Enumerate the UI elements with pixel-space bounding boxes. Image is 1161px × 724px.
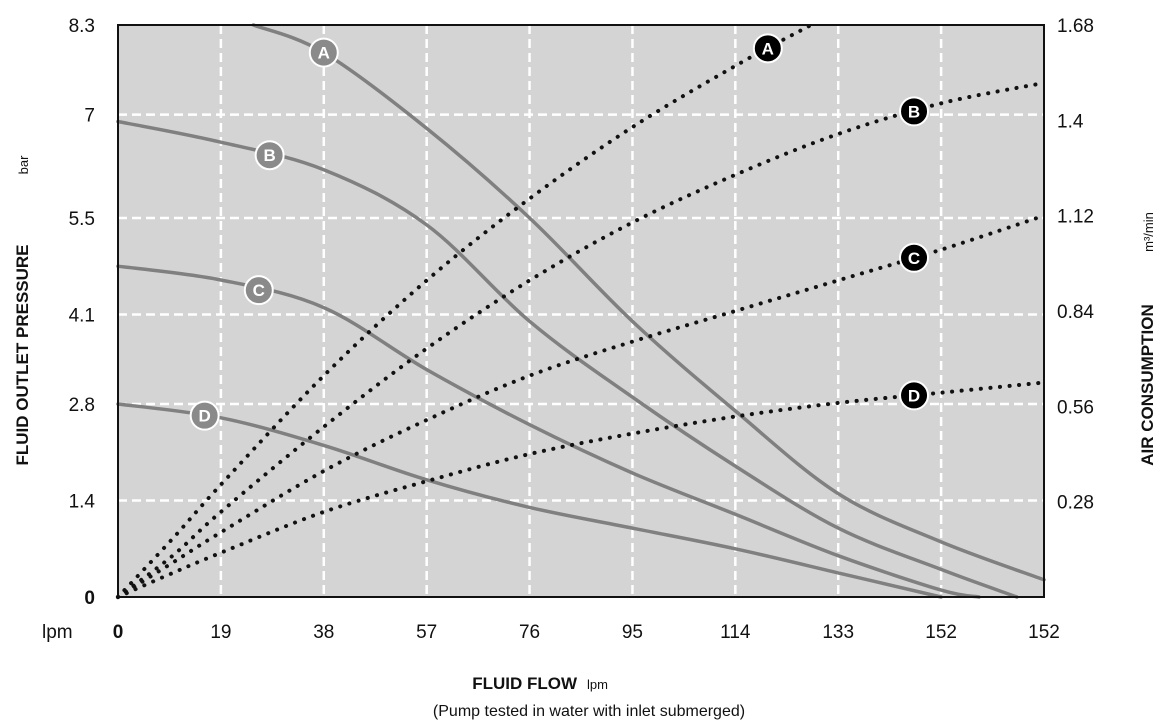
- svg-text:D: D: [908, 386, 920, 405]
- series-markers: A B C D A B C D: [189, 33, 930, 431]
- x-axis-unit-left-label: lpm: [42, 622, 73, 643]
- pressure-marker-d: D: [189, 400, 220, 431]
- x-tick-label: 38: [313, 622, 334, 643]
- left-tick-label: 0: [84, 588, 95, 609]
- left-tick-label: 7: [84, 106, 95, 127]
- air-marker-c: C: [899, 242, 930, 273]
- x-tick-label: 133: [822, 622, 854, 643]
- pressure-marker-b: B: [254, 140, 285, 171]
- x-axis-unit: lpm: [587, 677, 608, 692]
- svg-text:B: B: [263, 146, 275, 165]
- svg-text:D: D: [199, 407, 211, 426]
- x-tick-label: 19: [210, 622, 231, 643]
- svg-text:C: C: [253, 281, 265, 300]
- right-axis-unit: m³/min: [1141, 212, 1156, 252]
- pressure-curve-d: [116, 402, 943, 599]
- x-tick-label: 114: [720, 622, 751, 643]
- left-tick-label: 5.5: [69, 209, 95, 230]
- svg-text:A: A: [318, 44, 330, 63]
- air-consumption-curves: [116, 23, 1046, 599]
- right-tick-label: 1.12: [1057, 207, 1094, 228]
- air-marker-d: D: [899, 380, 930, 411]
- x-tick-label: 57: [416, 622, 437, 643]
- right-tick-label: 0.56: [1057, 397, 1094, 418]
- x-axis-title: FLUID FLOW: [472, 674, 578, 693]
- air-marker-b: B: [899, 96, 930, 127]
- left-tick-label: 2.8: [69, 395, 95, 416]
- left-tick-label: 1.4: [69, 492, 96, 513]
- left-axis-title: FLUID OUTLET PRESSURE: [13, 244, 32, 465]
- right-tick-label: 0.84: [1057, 302, 1094, 323]
- right-axis-title: AIR CONSUMPTION: [1138, 304, 1157, 466]
- x-tick-label: 0: [113, 622, 124, 643]
- x-axis-footnote: (Pump tested in water with inlet submerg…: [433, 703, 745, 720]
- air-curve-a: [116, 23, 814, 599]
- pressure-marker-a: A: [308, 37, 339, 68]
- svg-text:C: C: [908, 249, 920, 268]
- right-tick-label: 0.28: [1057, 493, 1094, 514]
- x-tick-label: 76: [519, 622, 540, 643]
- x-tick-label: 95: [622, 622, 643, 643]
- pressure-marker-c: C: [243, 275, 274, 306]
- air-curve-c: [116, 213, 1046, 599]
- x-tick-label: 152: [1028, 622, 1060, 643]
- air-marker-a: A: [752, 33, 783, 64]
- pressure-curve-a: [251, 23, 1046, 582]
- right-tick-label: 1.68: [1057, 16, 1094, 37]
- svg-text:A: A: [762, 39, 774, 58]
- left-tick-label: 4.1: [69, 305, 95, 326]
- right-tick-label: 1.4: [1057, 111, 1084, 132]
- left-axis-unit: bar: [16, 155, 31, 174]
- svg-text:B: B: [908, 102, 920, 121]
- air-curve-b: [116, 80, 1046, 599]
- x-tick-label: 152: [925, 622, 957, 643]
- plot-frame: [117, 24, 1045, 598]
- grid-lines: [118, 25, 1044, 597]
- tick-labels: 0 1.4 2.8 4.1 5.5 7 8.3 0.28 0.56 0.84 1.12 1.4 1.68…: [69, 16, 1095, 643]
- left-tick-label: 8.3: [69, 16, 95, 37]
